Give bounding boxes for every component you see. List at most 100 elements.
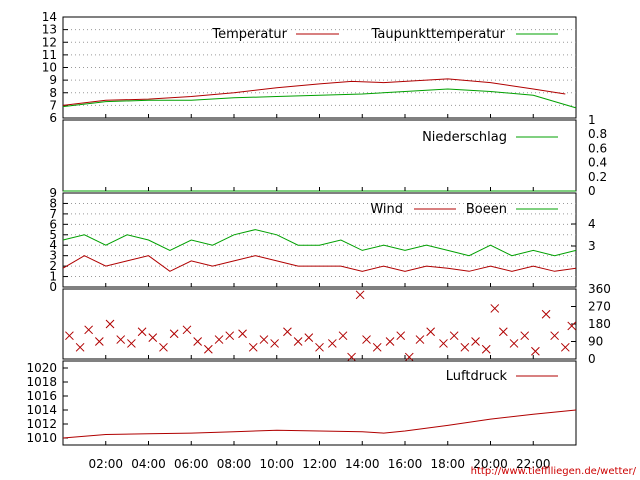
- wind-legend: Wind Boeen: [370, 202, 558, 217]
- wind-direction-point: [270, 339, 279, 348]
- y-tick-label: 14: [42, 10, 57, 24]
- wind-direction-panel: 0 90 180 270 360: [62, 282, 611, 366]
- wind-direction-point: [426, 327, 436, 337]
- wind-direction-point: [225, 331, 235, 341]
- y-tick-label: 6: [49, 111, 57, 125]
- x-tick-label: 12:00: [302, 457, 337, 471]
- wind-direction-point: [159, 342, 168, 352]
- wind-direction-point: [372, 342, 382, 352]
- temperature-series: [62, 78, 577, 109]
- y-tick-label: 8: [49, 86, 57, 100]
- x-tick-label: 16:00: [388, 457, 423, 471]
- wind-direction-point: [415, 335, 425, 344]
- wind-direction-point: [531, 346, 540, 356]
- y-tick-label: 13: [42, 23, 57, 37]
- legend-label: Boeen: [466, 202, 507, 217]
- wind-direction-point: [248, 342, 258, 352]
- precipitation-y-ticks: 00.20.40.60.81: [588, 113, 607, 198]
- y-tick-label: 1020: [26, 361, 57, 375]
- precipitation-legend: Niederschlag: [422, 130, 558, 145]
- x-tick-label: 18:00: [430, 457, 465, 471]
- wind-direction-point: [347, 352, 356, 362]
- wind-direction-point: [560, 342, 570, 352]
- x-tick-label: 08:00: [217, 457, 252, 471]
- y-tick-label: 9: [49, 73, 57, 87]
- wind-direction-point: [460, 342, 470, 352]
- y-tick-label: 8: [49, 196, 57, 210]
- y-tick-label: 6: [49, 217, 57, 231]
- series-line: [62, 255, 577, 272]
- y2-tick-label: 90: [588, 335, 603, 349]
- y2-tick-label: 270: [588, 300, 611, 314]
- y-tick-label: 1018: [26, 375, 57, 389]
- y-tick-label: 1012: [26, 417, 57, 431]
- wind-direction-y-ticks: 0 90 180 270 360: [571, 282, 611, 366]
- y-tick-label: 1016: [26, 389, 57, 403]
- y2-tick-label: 4: [588, 217, 596, 231]
- wind-direction-point: [238, 329, 247, 339]
- y-tick-label: 1: [49, 270, 57, 284]
- y-tick-label: 5: [49, 228, 57, 242]
- wind-direction-point: [84, 325, 94, 335]
- wind-direction-point: [509, 339, 519, 348]
- pressure-legend: Luftdruck: [446, 369, 558, 384]
- wind-direction-point: [471, 337, 480, 346]
- y2-tick-label: 0.4: [588, 156, 607, 170]
- y-tick-label: 12: [42, 35, 57, 49]
- time-axis: 02:00 04:00 06:00 08:00 10:00 12:00 14:00 16:00…: [88, 114, 551, 471]
- wind-direction-point: [116, 335, 126, 344]
- y-tick-label: 0: [49, 280, 57, 294]
- wind-direction-point: [362, 335, 371, 344]
- y-tick-label: 4: [49, 238, 57, 252]
- x-tick-label: 10:00: [259, 457, 294, 471]
- y-tick-label: 2: [49, 259, 57, 273]
- wind-direction-point: [327, 339, 337, 348]
- precipitation-panel: 00.20.40.60.81 Niederschlag: [62, 113, 607, 198]
- wind-direction-point: [439, 339, 448, 348]
- temperature-grid: [63, 29, 576, 106]
- wind-direction-point: [449, 331, 459, 341]
- x-tick-label: 22:00: [516, 457, 551, 471]
- wind-direction-point: [541, 309, 551, 319]
- y-tick-label: 10: [42, 61, 57, 75]
- wind-direction-point: [550, 331, 559, 341]
- wind-direction-point: [203, 344, 213, 354]
- legend-label: Luftdruck: [446, 369, 508, 384]
- wind-direction-point: [169, 329, 179, 339]
- wind-series: [62, 229, 577, 272]
- y-tick-label: 7: [49, 98, 57, 112]
- wind-direction-point: [105, 319, 115, 329]
- x-tick-label: 14:00: [345, 457, 380, 471]
- y2-tick-label: 0.6: [588, 141, 607, 155]
- wind-direction-point: [283, 327, 292, 337]
- wind-direction-point: [520, 331, 530, 341]
- wind-direction-point: [498, 327, 508, 337]
- y-tick-label: 1010: [26, 431, 57, 445]
- wind-direction-point: [137, 327, 147, 337]
- legend-label: Taupunkttemperatur: [371, 27, 506, 42]
- footer-url-text: http://www.tiefflliegen.de/wetter/: [471, 466, 637, 477]
- wind-direction-point: [75, 342, 85, 352]
- wind-direction-point: [315, 342, 324, 352]
- y2-tick-label: 0.8: [588, 127, 607, 141]
- wind-direction-series: [65, 290, 577, 362]
- series-line: [62, 78, 566, 106]
- pressure-series: [62, 409, 577, 439]
- legend-label: Niederschlag: [422, 130, 507, 145]
- x-tick-label: 02:00: [88, 457, 123, 471]
- series-line: [62, 229, 577, 257]
- wind-direction-point: [182, 325, 192, 335]
- series-line: [62, 88, 577, 109]
- wind-direction-point: [293, 337, 303, 346]
- wind-direction-point: [94, 337, 104, 346]
- y2-tick-label: 1: [588, 113, 596, 127]
- wind-direction-point: [490, 304, 500, 313]
- wind-direction-point: [65, 331, 74, 341]
- wind-direction-point: [193, 337, 203, 346]
